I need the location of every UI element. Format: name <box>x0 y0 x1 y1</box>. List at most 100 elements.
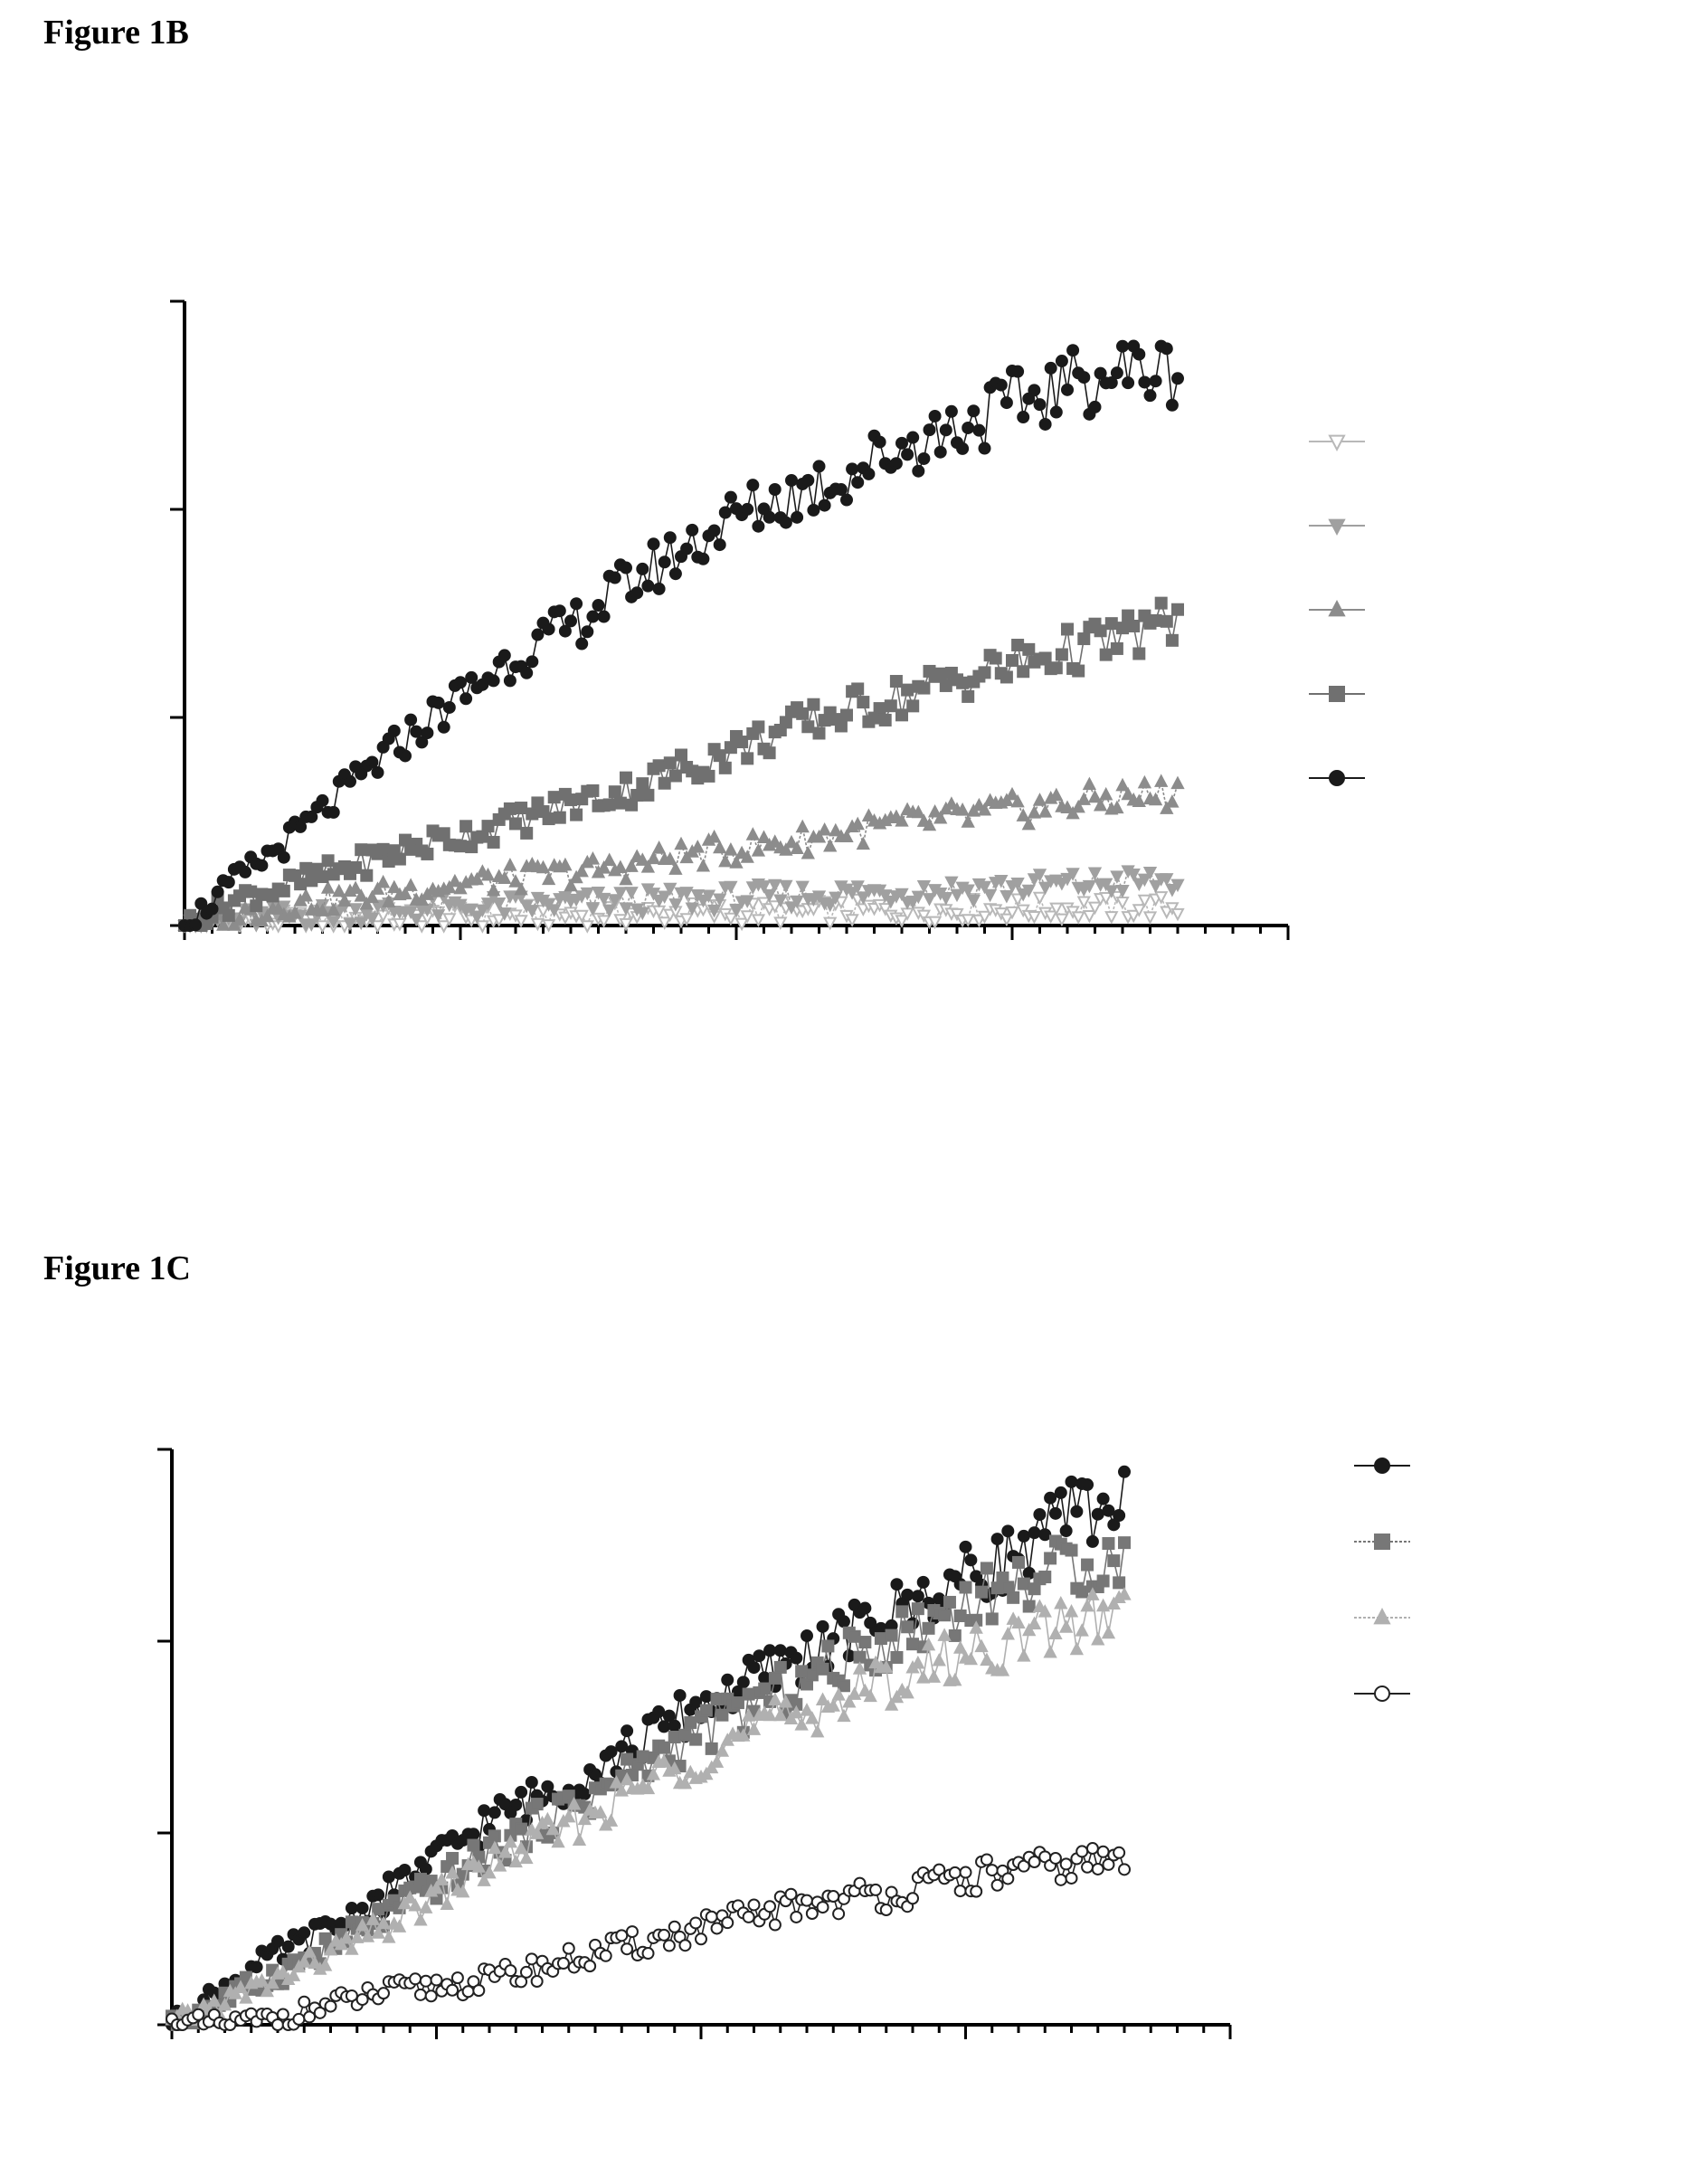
data-point <box>636 777 649 791</box>
data-point <box>467 1975 480 1989</box>
data-point <box>434 1872 450 1885</box>
data-point <box>817 822 832 836</box>
data-point <box>658 1928 671 1942</box>
legend-item-10-ng <box>1309 600 1365 617</box>
data-point <box>746 479 760 492</box>
data-point <box>316 870 329 884</box>
data-point <box>906 699 920 713</box>
data-point <box>933 810 948 824</box>
data-point <box>873 435 886 449</box>
data-point <box>928 409 942 423</box>
data-point <box>1138 375 1151 389</box>
data-point <box>315 903 330 916</box>
data-point <box>713 840 727 854</box>
data-point <box>863 1688 877 1703</box>
data-point <box>916 1575 930 1589</box>
data-point <box>387 879 402 894</box>
data-point <box>1017 1529 1030 1543</box>
data-point <box>1085 1842 1099 1856</box>
data-point <box>1081 1558 1094 1572</box>
data-point <box>382 894 396 907</box>
data-point <box>399 749 412 763</box>
data-point <box>1010 878 1025 891</box>
data-point <box>1099 878 1113 892</box>
data-point <box>950 888 964 903</box>
data-point <box>578 1788 592 1801</box>
data-point <box>421 726 434 740</box>
data-point <box>276 2008 289 2021</box>
data-point <box>1054 1873 1067 1886</box>
data-point <box>658 555 671 569</box>
data-point <box>884 895 898 909</box>
data-point <box>349 860 363 874</box>
data-point <box>962 689 975 703</box>
data-point <box>1066 805 1080 820</box>
data-point <box>668 1719 681 1733</box>
data-point <box>751 914 766 927</box>
data-point <box>497 1845 513 1858</box>
data-point <box>298 1926 311 1940</box>
data-point <box>662 1709 676 1723</box>
legend-item-1nm <box>1354 1534 1410 1550</box>
data-point <box>758 1671 772 1685</box>
data-point <box>1104 911 1119 925</box>
data-point <box>845 914 859 927</box>
data-point <box>657 1753 671 1768</box>
data-point <box>816 1619 829 1633</box>
data-point <box>519 1965 533 1979</box>
data-point <box>677 1775 693 1790</box>
data-point <box>1058 1619 1074 1633</box>
data-point <box>845 887 859 900</box>
data-point <box>1016 808 1030 821</box>
data-point <box>281 1940 295 1953</box>
data-point <box>874 1632 887 1646</box>
data-point <box>232 912 247 926</box>
data-point <box>944 404 958 418</box>
data-point <box>720 1733 734 1746</box>
data-point <box>519 1850 534 1865</box>
data-point <box>758 1682 772 1695</box>
data-point <box>1132 647 1146 660</box>
data-point <box>1037 1604 1052 1618</box>
data-point <box>1001 1872 1015 1885</box>
data-point <box>410 725 423 738</box>
data-point <box>613 859 628 873</box>
data-point <box>569 869 583 884</box>
data-point <box>1093 798 1108 812</box>
data-point <box>419 1900 433 1913</box>
data-point <box>917 451 931 465</box>
data-point <box>878 889 893 903</box>
data-point <box>724 880 738 895</box>
data-point <box>962 421 975 434</box>
data-point <box>1107 1554 1121 1568</box>
data-point <box>905 896 920 909</box>
data-point <box>916 1670 931 1684</box>
data-point <box>740 910 754 924</box>
data-point <box>1149 613 1162 627</box>
data-point <box>492 914 507 927</box>
data-point <box>974 1638 989 1653</box>
data-point <box>194 897 208 910</box>
data-point <box>1027 805 1042 819</box>
data-point <box>768 834 782 848</box>
data-point <box>779 842 793 856</box>
data-point <box>851 682 865 696</box>
data-point <box>900 1685 914 1699</box>
data-point <box>503 802 516 815</box>
data-point <box>641 788 655 802</box>
data-point <box>515 802 528 815</box>
data-point <box>801 1894 813 1907</box>
data-point <box>658 916 672 930</box>
data-point <box>562 1942 575 1955</box>
data-point <box>1081 1860 1094 1874</box>
data-point <box>699 1704 713 1717</box>
data-point <box>791 510 804 524</box>
data-point <box>812 726 826 740</box>
data-point <box>901 683 914 697</box>
data-point <box>1077 371 1091 385</box>
data-point <box>1038 1528 1052 1542</box>
data-point <box>442 700 456 714</box>
data-point <box>699 1766 714 1780</box>
data-point <box>635 852 649 866</box>
data-point <box>1107 1518 1121 1532</box>
